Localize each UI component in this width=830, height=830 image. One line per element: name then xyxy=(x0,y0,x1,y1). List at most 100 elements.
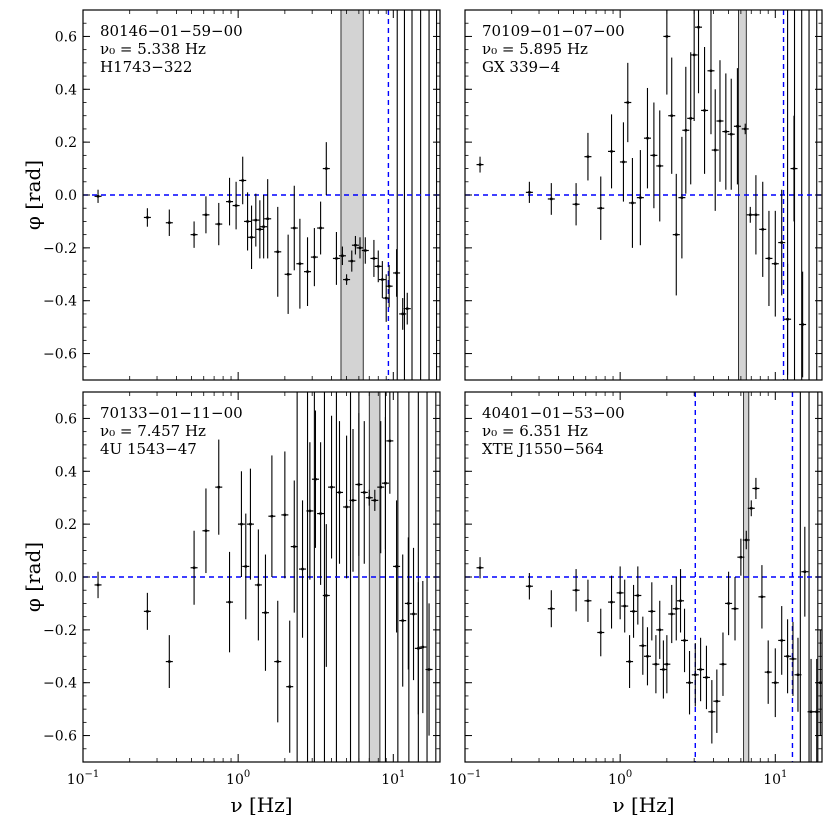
marker xyxy=(96,583,100,587)
data-point xyxy=(624,62,632,143)
data-point xyxy=(719,632,727,696)
data-point xyxy=(711,89,719,211)
marker xyxy=(754,213,758,217)
marker xyxy=(718,119,722,123)
data-point xyxy=(232,181,240,230)
panel-annotation: GX 339−4 xyxy=(482,58,560,76)
marker xyxy=(276,660,279,663)
data-point xyxy=(284,234,292,314)
data-point xyxy=(584,579,592,622)
data-point xyxy=(707,10,715,135)
data-point xyxy=(242,513,250,620)
marker xyxy=(599,631,602,634)
data-point xyxy=(226,177,234,226)
marker xyxy=(662,668,665,671)
data-point xyxy=(634,566,642,625)
data-point xyxy=(742,530,750,550)
marker xyxy=(395,271,398,275)
data-point xyxy=(286,620,294,753)
marker xyxy=(774,681,777,684)
data-point xyxy=(351,235,359,255)
data-point xyxy=(643,87,651,189)
marker xyxy=(258,228,262,231)
data-point xyxy=(626,635,634,688)
marker xyxy=(796,673,800,676)
marker xyxy=(244,565,247,568)
data-point xyxy=(328,415,336,559)
panel-1: −0.6 −0.4 −0.2 0.0 0.2 0.4 0.6 80146−01−59−00ν₀… xyxy=(21,9,441,381)
marker xyxy=(692,53,696,57)
marker xyxy=(395,565,398,568)
marker xyxy=(683,639,686,642)
marker xyxy=(599,207,602,210)
data-point xyxy=(525,181,533,203)
marker xyxy=(721,663,725,666)
data-point xyxy=(317,442,325,585)
data-point xyxy=(476,156,484,173)
marker xyxy=(760,595,764,599)
panel-annotation: 80146−01−59−00 xyxy=(100,22,243,40)
data-point xyxy=(190,221,198,248)
data-point xyxy=(419,580,427,714)
data-point xyxy=(268,455,276,577)
marker xyxy=(228,200,231,203)
marker xyxy=(313,255,316,259)
marker xyxy=(319,512,322,515)
marker xyxy=(283,513,287,517)
y-tick-label: −0.2 xyxy=(43,241,77,257)
data-point xyxy=(310,228,318,287)
x-axis-title: ν [Hz] xyxy=(612,793,674,817)
data-point xyxy=(94,189,102,203)
data-point xyxy=(260,195,268,259)
marker xyxy=(325,594,328,597)
data-point xyxy=(476,557,484,579)
data-point xyxy=(747,500,755,517)
marker xyxy=(815,710,818,713)
x-tick-label: 100 xyxy=(226,769,250,788)
marker xyxy=(714,148,717,152)
marker xyxy=(727,602,730,605)
data-point xyxy=(143,592,151,630)
marker xyxy=(694,673,697,676)
marker xyxy=(228,600,231,604)
marker xyxy=(364,249,367,252)
marker xyxy=(335,257,338,260)
panel-annotation: H1743−322 xyxy=(100,58,192,76)
marker xyxy=(345,505,348,509)
marker xyxy=(308,509,312,513)
marker xyxy=(675,607,678,610)
marker xyxy=(96,195,100,198)
marker xyxy=(670,114,673,117)
marker xyxy=(146,610,149,613)
marker xyxy=(754,487,758,490)
data-point xyxy=(708,680,716,744)
marker xyxy=(262,225,265,228)
data-point xyxy=(639,616,647,675)
marker xyxy=(350,259,353,263)
data-point xyxy=(226,551,234,653)
marker xyxy=(192,233,196,236)
panel-annotation: ν₀ = 5.895 Hz xyxy=(482,40,588,58)
marker xyxy=(301,567,304,571)
data-point xyxy=(701,47,709,174)
data-point xyxy=(656,110,664,222)
data-point xyxy=(202,196,210,234)
data-point xyxy=(716,60,724,182)
data-point xyxy=(572,183,580,226)
data-point xyxy=(377,421,385,554)
data-point xyxy=(306,442,314,580)
data-point xyxy=(165,635,173,688)
marker xyxy=(254,218,258,222)
marker xyxy=(257,583,260,587)
y-tick-label: −0.2 xyxy=(43,623,77,639)
data-point xyxy=(621,579,629,633)
marker xyxy=(574,203,578,206)
marker xyxy=(384,481,387,485)
marker xyxy=(628,660,631,663)
marker xyxy=(739,555,743,559)
data-point xyxy=(771,648,779,718)
marker xyxy=(626,101,629,104)
data-point xyxy=(274,206,282,297)
data-point xyxy=(764,640,772,704)
